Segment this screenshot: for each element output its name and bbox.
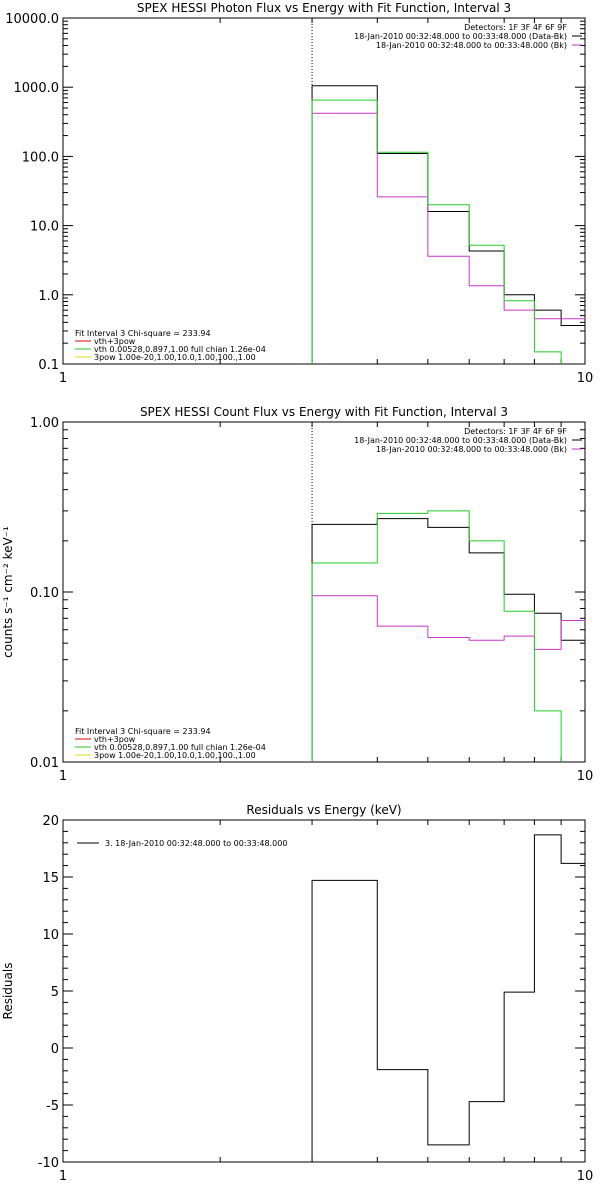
fit-info-line-0: Fit Interval 3 Chi-square = 233.94 bbox=[75, 727, 211, 736]
x-tick-label: 1 bbox=[59, 371, 67, 386]
header-line-0: Detectors: 1F 3F 4F 6F 9F bbox=[464, 23, 567, 32]
plot-title: Residuals vs Energy (keV) bbox=[246, 803, 401, 817]
y-tick-label: 10000.0 bbox=[5, 12, 59, 27]
x-tick-label: 1 bbox=[59, 1169, 67, 1184]
plot-title: SPEX HESSI Count Flux vs Energy with Fit… bbox=[140, 405, 508, 419]
series-1-steps bbox=[311, 112, 585, 364]
fit-info-line-2: vth 0.00528,0.897,1.00 full chian 1.26e-… bbox=[94, 743, 266, 752]
fit-info-line-3: 3pow 1.00e-20,1.00,10.0,1.00,100.,1.00 bbox=[94, 353, 256, 362]
y-tick-label: 10 bbox=[42, 928, 59, 943]
y-tick-label: 1.0 bbox=[38, 289, 59, 304]
data-traces bbox=[311, 834, 585, 1162]
header-line-0: Detectors: 1F 3F 4F 6F 9F bbox=[464, 427, 567, 436]
fit-info-line-2: vth 0.00528,0.897,1.00 full chian 1.26e-… bbox=[94, 345, 266, 354]
y-axis-label: counts s⁻¹ cm⁻² keV⁻¹ bbox=[1, 526, 15, 658]
plot-frame bbox=[62, 17, 586, 365]
chart-panel-3: Residuals vs Energy (keV) -10 -5 0 5 10 15 20 1 1… bbox=[1, 803, 593, 1184]
fit-info-line-1: vth+3pow bbox=[94, 735, 136, 744]
data-traces bbox=[311, 85, 585, 364]
y-tick-label: 0.1 bbox=[38, 358, 59, 373]
y-tick-label: 0.01 bbox=[30, 756, 59, 771]
header-line-1: 18-Jan-2010 00:32:48.000 to 00:33:48.000… bbox=[354, 32, 567, 41]
header-line-1: 18-Jan-2010 00:32:48.000 to 00:33:48.000… bbox=[354, 436, 567, 445]
header-line-2: 18-Jan-2010 00:32:48.000 to 00:33:48.000… bbox=[376, 41, 567, 50]
series-2-steps bbox=[311, 99, 562, 364]
series-2-steps bbox=[311, 510, 562, 762]
chart-panel-1: SPEX HESSI Photon Flux vs Energy with Fi… bbox=[5, 1, 594, 386]
x-tick-label: 10 bbox=[577, 371, 594, 386]
y-tick-label: 5 bbox=[51, 985, 59, 1000]
x-tick-label: 1 bbox=[59, 769, 67, 784]
y-tick-label: 20 bbox=[42, 814, 59, 829]
x-tick-label: 10 bbox=[577, 769, 594, 784]
fit-info-line-1: vth+3pow bbox=[94, 337, 136, 346]
plot-title: SPEX HESSI Photon Flux vs Energy with Fi… bbox=[137, 1, 511, 15]
y-tick-label: -5 bbox=[46, 1099, 59, 1114]
y-tick-label: 15 bbox=[42, 871, 59, 886]
series-0-steps bbox=[311, 85, 585, 364]
series-0-steps bbox=[311, 518, 585, 762]
y-tick-label: 1.00 bbox=[30, 416, 59, 431]
data-traces bbox=[311, 510, 585, 762]
header-line-2: 18-Jan-2010 00:32:48.000 to 00:33:48.000… bbox=[376, 445, 567, 454]
chart-panel-2: SPEX HESSI Count Flux vs Energy with Fit… bbox=[1, 405, 594, 784]
y-tick-label: 10.0 bbox=[30, 220, 59, 235]
legend-label: 3. 18-Jan-2010 00:32:48.000 to 00:33:48.… bbox=[105, 839, 287, 848]
fit-info-line-3: 3pow 1.00e-20,1.00,10.0,1.00,100.,1.00 bbox=[94, 751, 256, 760]
y-axis-label: Residuals bbox=[1, 963, 15, 1020]
y-tick-label: 100.0 bbox=[22, 150, 59, 165]
fit-info-line-0: Fit Interval 3 Chi-square = 233.94 bbox=[75, 329, 211, 338]
y-tick-label: 0.10 bbox=[30, 586, 59, 601]
plot-frame bbox=[62, 819, 586, 1163]
series-1-steps bbox=[311, 595, 585, 762]
y-tick-label: 0 bbox=[51, 1042, 59, 1057]
series-0-steps bbox=[311, 834, 585, 1162]
plot-frame bbox=[62, 421, 586, 763]
y-tick-label: 1000.0 bbox=[14, 81, 60, 96]
y-tick-label: -10 bbox=[38, 1156, 59, 1171]
x-tick-label: 10 bbox=[577, 1169, 594, 1184]
